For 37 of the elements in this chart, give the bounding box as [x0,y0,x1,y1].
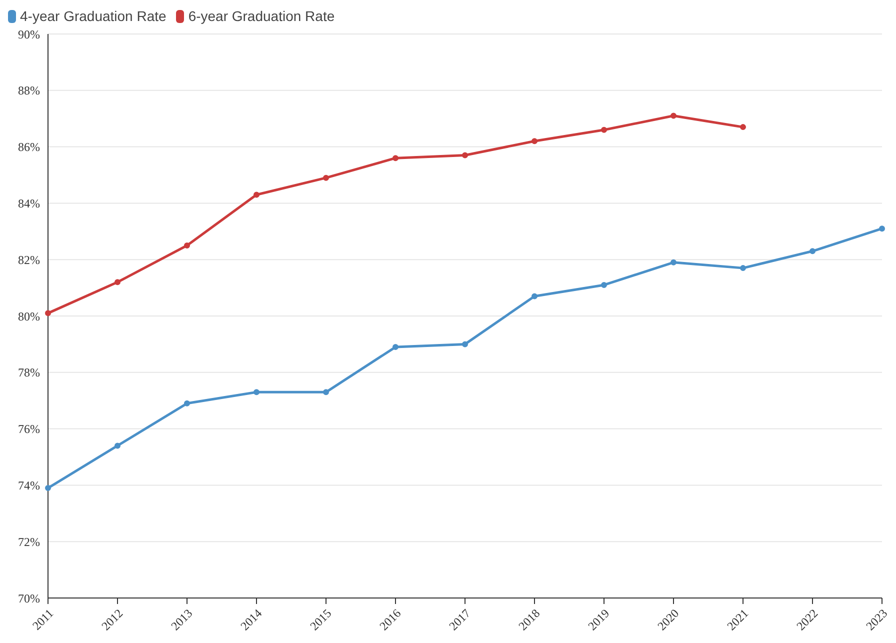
point [392,155,398,162]
point [254,389,260,396]
y-tick-label: 86% [18,140,40,154]
y-tick-label: 76% [18,422,40,436]
point [670,112,676,119]
y-tick-label: 78% [18,366,40,380]
point [879,226,885,232]
point [184,400,190,406]
y-tick-label: 90% [18,27,40,42]
y-tick-label: 72% [18,534,40,549]
y-tick-label: 82% [18,252,40,267]
point [601,282,607,288]
point [740,265,746,272]
point [532,293,538,300]
y-tick-label: 88% [18,84,40,98]
point [462,341,468,348]
legend-label: 6-year Graduation Rate [187,8,335,24]
legend-label: 4-year Graduation Rate [19,8,166,24]
point [670,259,676,266]
point [184,242,190,248]
y-tick-label: 84% [18,196,40,210]
point [462,152,468,158]
point [254,192,260,198]
y-tick-label: 80% [18,309,40,324]
point [114,279,120,286]
point [532,138,538,144]
point [323,389,329,396]
point [45,485,51,492]
point [392,344,398,350]
point [740,124,746,130]
point [114,442,120,449]
y-tick-label: 74% [18,478,40,492]
point [601,126,607,133]
point [45,310,51,316]
point [810,248,816,254]
y-tick-label: 70% [18,591,40,606]
point [323,174,329,181]
